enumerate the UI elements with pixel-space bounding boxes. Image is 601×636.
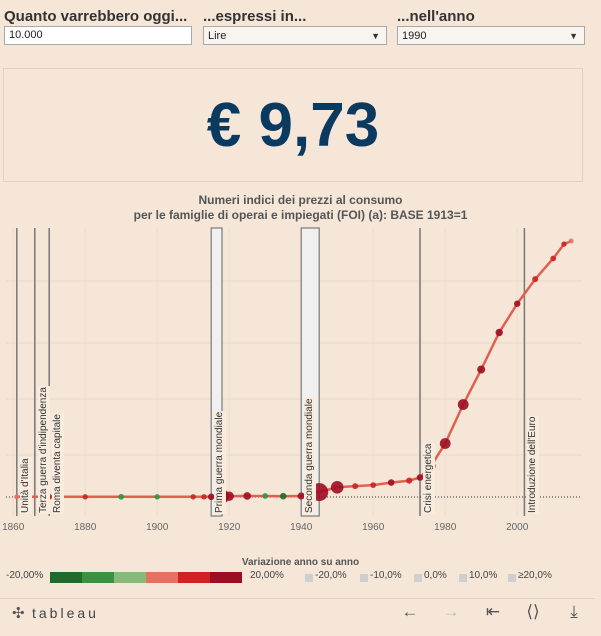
event-label: Prima guerra mondiale [214,410,227,514]
price-index-chart[interactable]: 1860 1880 1900 1920 1940 1960 1980 2000 [0,226,601,546]
data-point [477,365,486,374]
size-legend-label: -10,0% [370,570,402,581]
event-label: Crisi energetica [423,442,435,514]
data-point [514,300,521,307]
x-tick-label: 2000 [506,522,529,533]
data-point [532,276,539,283]
x-tick-label: 1860 [2,522,25,533]
chevron-down-icon: ▼ [371,31,380,41]
data-point [561,241,567,247]
legend-swatch [146,572,178,583]
forward-icon[interactable]: → [442,602,460,621]
year-value: 1990 [402,30,427,42]
chevron-down-icon: ▼ [569,31,578,41]
size-legend-marker [508,574,516,582]
legend-swatch [82,572,114,583]
result-panel: € 9,73 [3,68,583,182]
data-point [352,483,359,490]
x-tick-label: 1960 [362,522,385,533]
data-point [279,492,287,500]
data-point [14,494,20,500]
event-label: Introduzione dell'Euro [527,415,540,514]
event-label: Roma diventa capitale [52,413,65,514]
currency-value: Lire [208,30,227,42]
toolbar [0,598,595,629]
share-icon[interactable]: ⟨⟩ [526,602,540,621]
data-point [154,494,160,500]
x-tick-label: 1880 [74,522,97,533]
data-point [457,399,469,410]
legend-title: Variazione anno su anno [241,557,360,568]
data-point [495,328,503,337]
data-point [387,479,395,486]
result-value: € 9,73 [206,90,380,160]
data-point [224,491,234,501]
data-point [416,474,424,481]
data-point [118,493,125,500]
data-point [330,481,344,494]
chart-subtitle: per le famiglie di operai e impiegati (F… [133,208,468,222]
event-band [210,227,223,517]
legend-swatch [178,572,210,583]
size-legend-label: 10,0% [469,570,498,581]
legend-swatch [50,572,82,583]
legend-swatch [210,572,242,583]
data-point [243,492,251,500]
year-select[interactable]: 1990 ▼ [397,26,585,45]
x-tick-label: 1920 [218,522,241,533]
event-label: Unità d'Italia [19,457,32,514]
data-point [370,482,377,488]
size-legend-label: ≥20,0% [518,570,552,581]
x-tick-label: 1940 [290,522,313,533]
download-icon[interactable]: ⤓ [570,602,578,621]
size-legend-marker [360,574,368,582]
tableau-logo-text: tableau [32,605,99,621]
size-legend-marker [414,574,422,582]
data-point [201,494,207,500]
data-point [190,494,196,500]
year-label: ...nell'anno [397,8,475,25]
size-legend-label: -20,0% [315,570,347,581]
data-point [207,493,215,501]
size-legend-label: 0,0% [424,570,447,581]
size-legend-marker [305,574,313,582]
revert-icon[interactable]: ⇤ [485,602,501,621]
data-point [262,493,269,499]
event-label: Terza guerra d'indipendenza [37,386,50,514]
amount-input[interactable] [4,26,192,45]
size-legend-marker [459,574,467,582]
x-tick-label: 1980 [434,522,457,533]
x-tick-label: 1900 [146,522,169,533]
tableau-logo-icon[interactable]: ✣ [12,605,25,622]
data-point [568,238,574,244]
legend-max-label: 20,00% [250,570,284,581]
currency-label: ...espressi in... [203,8,307,25]
data-point [550,255,557,262]
back-icon[interactable]: ← [401,602,419,621]
chart-title: Numeri indici dei prezzi al consumo [198,193,403,207]
legend-swatch [114,572,146,583]
legend-min-label: -20,00% [6,570,44,581]
amount-label: Quanto varrebbero oggi... [4,8,188,25]
data-point [406,477,413,484]
series-line [16,239,572,499]
data-point [297,492,305,500]
currency-select[interactable]: Lire ▼ [203,26,387,45]
event-label: Seconda guerra mondiale [304,397,317,514]
data-point [439,438,451,449]
data-point [82,494,88,500]
